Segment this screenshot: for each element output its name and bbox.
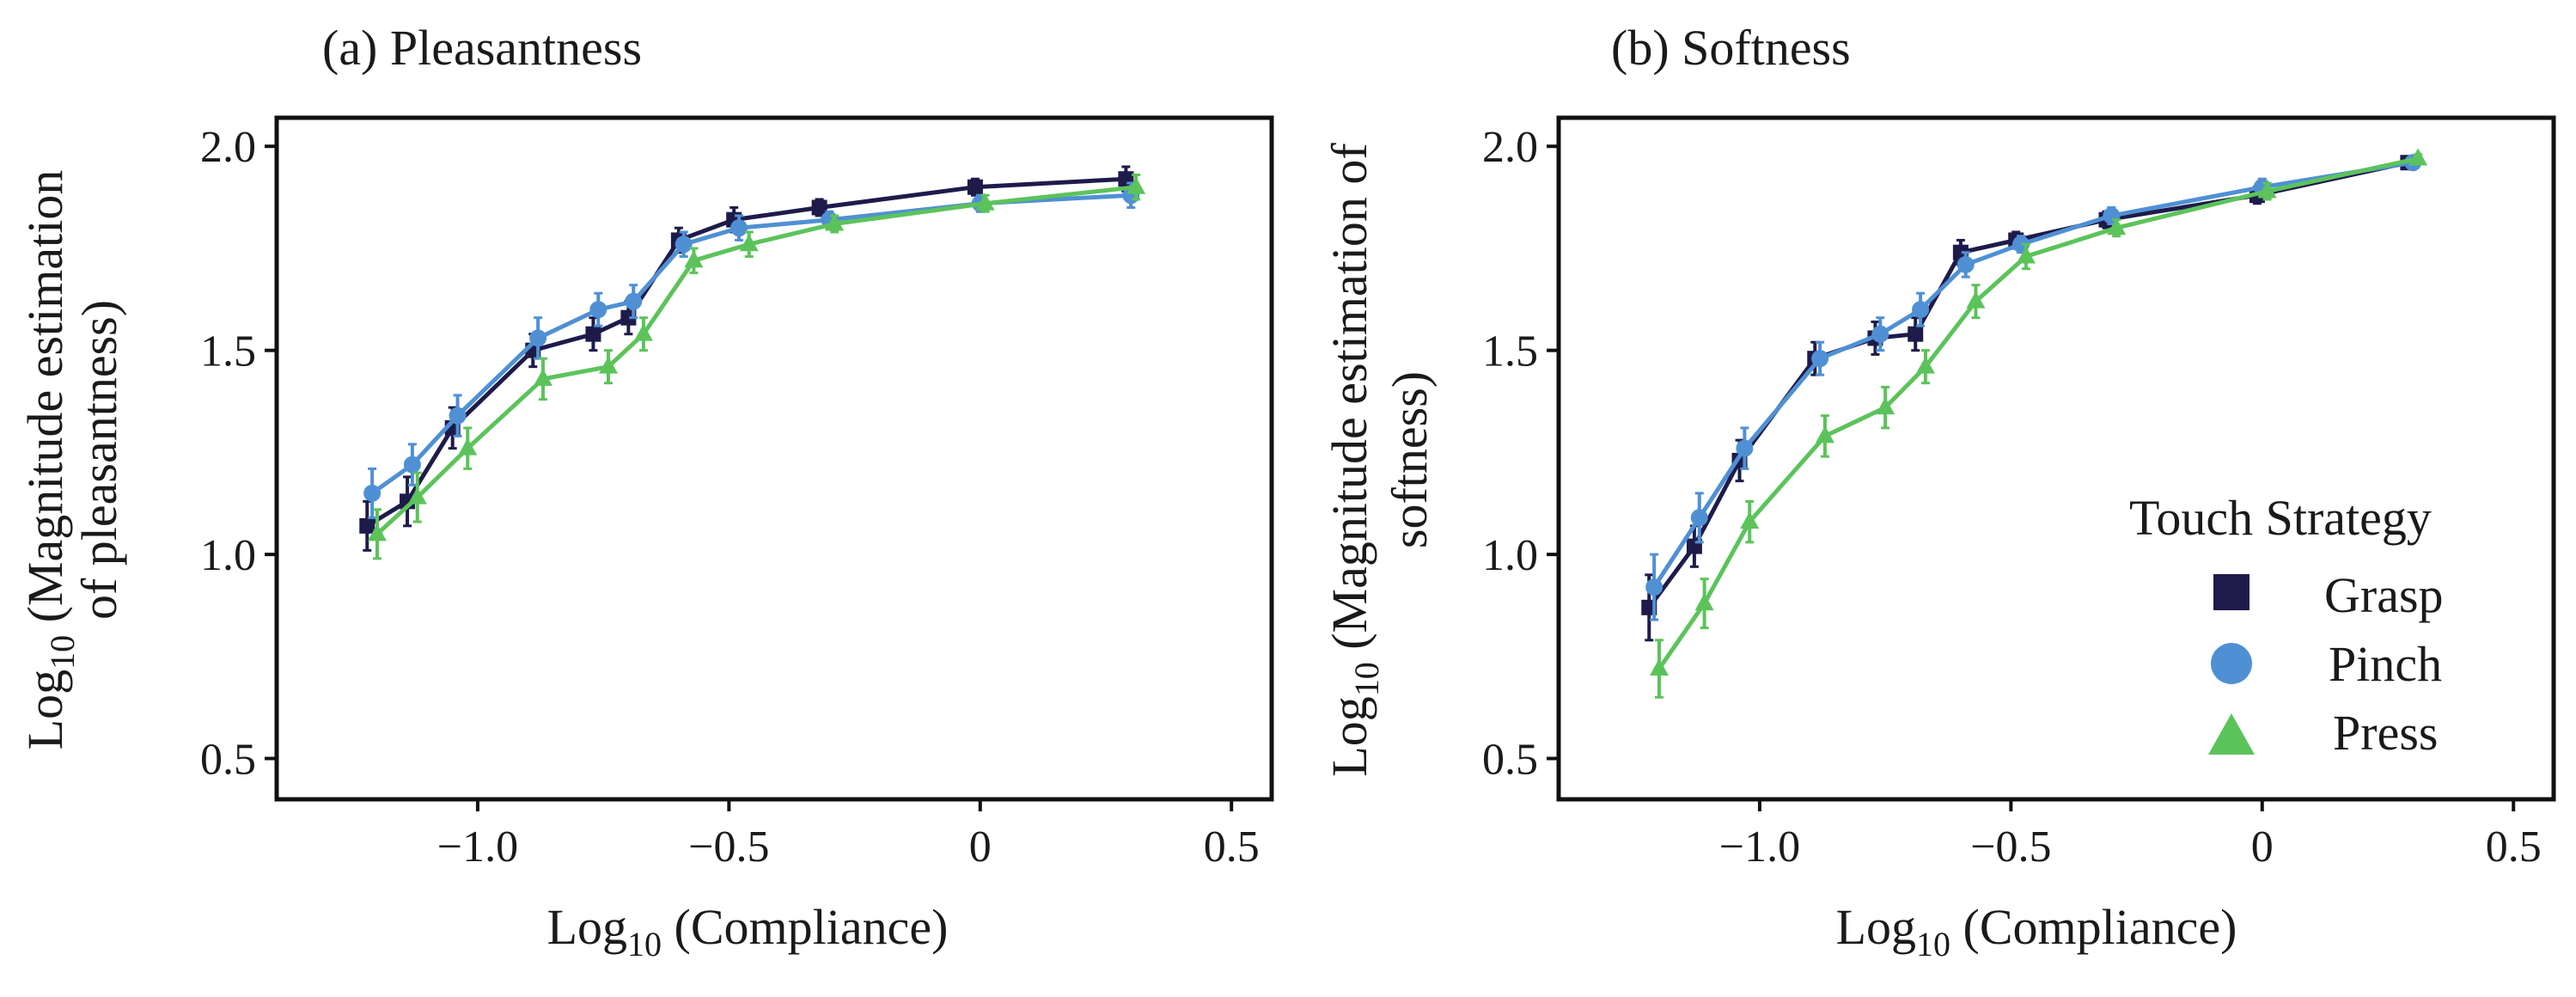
x-axis-label: Log10 (Compliance): [547, 899, 949, 963]
data-point-grasp: [811, 199, 827, 216]
data-point-press: [1966, 291, 1986, 309]
data-marks: [359, 165, 1146, 560]
data-point-press: [458, 437, 478, 456]
axes-ticks: −1.0 −0.5 0 0.5 0.5 1.0 1.5 2.0: [1482, 123, 2542, 872]
data-point-pinch: [1736, 439, 1754, 457]
data-point-pinch: [449, 407, 467, 425]
y-tick-label: 1.0: [200, 531, 256, 580]
y-tick-label: 0.5: [200, 736, 256, 785]
y-tick-label: 1.5: [1482, 327, 1538, 376]
data-point-press: [2016, 246, 2036, 264]
data-point-press: [2408, 148, 2428, 166]
data-point-press: [739, 234, 759, 252]
plot-frame: [274, 115, 1274, 802]
series-line-press: [375, 185, 1137, 536]
x-tick-label: −0.5: [1970, 823, 2051, 872]
y-axis-label-line-1: Log10 (Magnitude estimation: [17, 170, 82, 750]
legend-label-press: Press: [2333, 705, 2438, 761]
data-point-pinch: [363, 484, 382, 502]
data-point-pinch: [675, 235, 693, 254]
legend-marker-grasp: [2213, 574, 2249, 610]
legend-label-grasp: Grasp: [2324, 567, 2444, 623]
legend-marker-pinch: [2211, 643, 2252, 684]
y-axis-label-line-1: Log10 (Magnitude estimation of: [1322, 143, 1386, 777]
y-tick-label: 0.5: [1482, 736, 1538, 785]
panel-softness: (b) Softness Log10 (Compliance) Log10 (M…: [1322, 20, 2556, 963]
data-point-press: [2107, 217, 2127, 235]
y-axis-label: Log10 (Magnitude estimation of softness): [1322, 143, 1438, 777]
x-axis-label: Log10 (Compliance): [1836, 899, 2237, 963]
data-point-pinch: [1956, 255, 1975, 273]
data-point-grasp: [585, 326, 601, 342]
axes-ticks: −1.0 −0.5 0 0.5 0.5 1.0 1.5 2.0: [200, 123, 1260, 872]
y-axis-label-line-2: softness): [1382, 371, 1438, 548]
data-point-press: [975, 193, 995, 211]
legend-title: Touch Strategy: [2129, 490, 2432, 546]
data-point-pinch: [1912, 301, 1930, 319]
data-point-grasp: [359, 517, 375, 534]
data-point-pinch: [1811, 350, 1829, 368]
y-axis-label: Log10 (Magnitude estimation of pleasantn…: [17, 170, 127, 750]
data-point-pinch: [730, 219, 748, 237]
legend-label-pinch: Pinch: [2329, 636, 2442, 692]
data-point-press: [533, 368, 552, 386]
y-axis-label-line-2: of pleasantness): [71, 300, 127, 620]
data-point-press: [1815, 425, 1834, 443]
data-point-grasp: [1908, 326, 1924, 342]
y-tick-label: 1.0: [1482, 531, 1538, 580]
data-point-press: [1915, 356, 1935, 374]
chart-title: (a) Pleasantness: [322, 20, 642, 76]
data-point-press: [367, 523, 387, 541]
y-tick-label: 2.0: [200, 123, 256, 172]
y-tick-label: 2.0: [1482, 123, 1538, 172]
data-point-pinch: [403, 456, 421, 474]
data-point-grasp: [967, 179, 983, 195]
x-tick-label: 0.5: [2486, 823, 2542, 872]
data-point-pinch: [529, 329, 547, 347]
data-point-pinch: [625, 292, 643, 310]
chart-title: (b) Softness: [1611, 20, 1851, 76]
data-point-press: [1649, 658, 1669, 676]
data-marks: [1641, 148, 2428, 699]
x-tick-label: −0.5: [688, 823, 769, 872]
data-point-press: [1694, 593, 1714, 611]
data-point-pinch: [1645, 578, 1663, 596]
x-tick-label: 0.5: [1204, 823, 1260, 872]
data-point-press: [1126, 176, 1146, 194]
data-point-press: [1876, 397, 1895, 415]
data-point-pinch: [1690, 509, 1708, 527]
data-point-pinch: [589, 301, 607, 319]
x-tick-label: −1.0: [1719, 823, 1800, 872]
data-point-press: [1740, 511, 1760, 529]
x-tick-label: −1.0: [437, 823, 518, 872]
x-tick-label: 0: [969, 823, 992, 872]
data-point-press: [2257, 180, 2277, 199]
data-point-press: [684, 250, 704, 268]
data-point-press: [825, 213, 845, 231]
panel-pleasantness: (a) Pleasantness Log10 (Compliance) Log1…: [17, 20, 1274, 963]
x-tick-label: 0: [2251, 823, 2274, 872]
data-point-press: [599, 356, 618, 374]
data-point-pinch: [1871, 325, 1889, 343]
legend-marker-press: [2208, 713, 2255, 755]
y-tick-label: 1.5: [200, 327, 256, 376]
legend: Touch Strategy Grasp Pinch Press: [2129, 490, 2444, 761]
plot-frame: [1556, 115, 2556, 802]
data-point-press: [407, 486, 427, 505]
data-point-press: [633, 323, 653, 341]
